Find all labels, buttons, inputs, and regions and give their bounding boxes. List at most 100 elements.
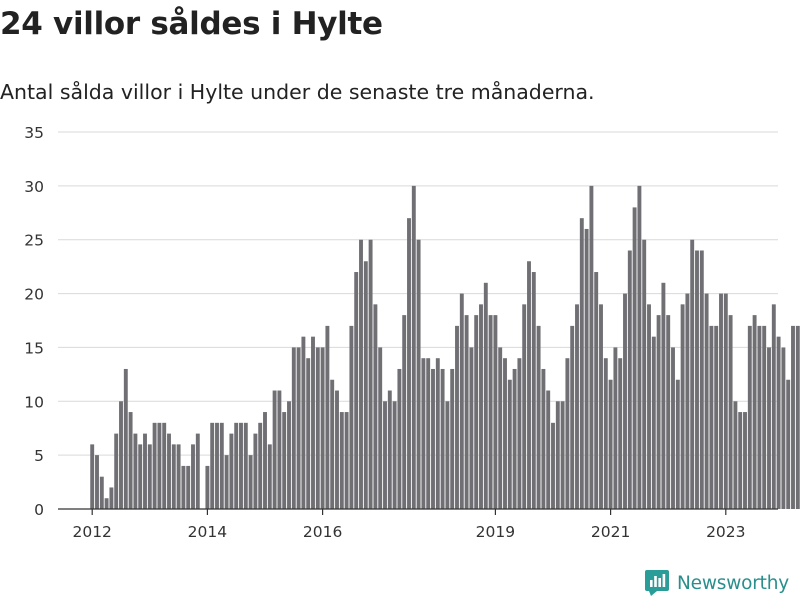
- bar: [383, 401, 387, 509]
- bar: [440, 368, 445, 509]
- bar: [95, 455, 99, 509]
- x-tick-label: 2023: [706, 523, 745, 541]
- bar: [368, 239, 373, 509]
- bar: [147, 444, 152, 509]
- bar: [373, 304, 378, 509]
- bar: [411, 185, 416, 509]
- y-tick-label: 35: [24, 124, 44, 142]
- x-tick-label: 2016: [303, 523, 342, 541]
- bar: [311, 336, 315, 509]
- bar: [733, 401, 738, 509]
- bar: [90, 444, 95, 509]
- bar: [248, 455, 253, 509]
- bar: [464, 315, 469, 509]
- bar: [623, 293, 627, 509]
- bar: [762, 325, 767, 509]
- bar: [527, 261, 531, 509]
- bar: [661, 282, 666, 509]
- bar: [191, 444, 195, 509]
- bar: [143, 433, 147, 509]
- bar: [714, 325, 719, 509]
- bar-chart: 0510152025303520122014201620192021202320…: [24, 124, 800, 541]
- bar: [771, 304, 776, 509]
- bar: [599, 304, 603, 509]
- bar: [243, 422, 248, 509]
- bar: [546, 390, 551, 509]
- bar: [354, 272, 359, 509]
- bar: [781, 347, 786, 509]
- bar: [407, 218, 411, 509]
- bar: [224, 455, 229, 509]
- chart-title: 24 villor såldes i Hylte: [0, 6, 383, 42]
- bar: [210, 422, 215, 509]
- bar: [282, 412, 287, 509]
- bar: [767, 347, 771, 509]
- bar: [757, 325, 762, 509]
- bar: [416, 239, 421, 509]
- y-tick-label: 25: [24, 232, 44, 250]
- bar: [435, 358, 440, 509]
- bar: [555, 401, 560, 509]
- bar: [123, 368, 128, 509]
- bar: [267, 444, 272, 509]
- bar: [171, 444, 176, 509]
- bar: [109, 487, 114, 509]
- bar: [642, 239, 647, 509]
- bar: [426, 358, 431, 509]
- bar: [584, 228, 589, 509]
- bar: [738, 412, 743, 509]
- bar: [99, 476, 104, 509]
- bar: [522, 304, 527, 509]
- bar: [114, 433, 119, 509]
- bar: [709, 325, 714, 509]
- x-tick-label: 2014: [188, 523, 227, 541]
- bar: [627, 250, 632, 509]
- bar: [647, 304, 651, 509]
- bar: [603, 358, 608, 509]
- bar: [301, 336, 306, 509]
- bar: [690, 239, 695, 509]
- bar: [325, 325, 330, 509]
- bar: [656, 315, 661, 509]
- bar: [459, 293, 464, 509]
- bar: [176, 444, 181, 509]
- y-tick-label: 30: [24, 178, 44, 196]
- bar: [512, 368, 517, 509]
- bar: [507, 379, 512, 509]
- bar: [397, 368, 402, 509]
- bar: [719, 293, 723, 509]
- bar: [335, 390, 339, 509]
- bar: [253, 433, 258, 509]
- bar: [503, 358, 507, 509]
- bar: [152, 422, 157, 509]
- bar: [536, 325, 541, 509]
- bar: [392, 401, 397, 509]
- chart-subtitle: Antal sålda villor i Hylte under de sena…: [0, 80, 595, 104]
- bar: [680, 304, 685, 509]
- brand-name: Newsworthy: [677, 572, 789, 594]
- y-tick-label: 0: [34, 501, 44, 519]
- bar: [445, 401, 450, 509]
- bar: [195, 433, 200, 509]
- bar: [498, 347, 503, 509]
- bar: [344, 412, 349, 509]
- y-tick-label: 5: [34, 447, 44, 465]
- bar: [474, 315, 479, 509]
- bar: [747, 325, 752, 509]
- bar: [565, 358, 570, 509]
- y-tick-label: 20: [24, 286, 44, 304]
- bar: [239, 422, 243, 509]
- bar: [517, 358, 522, 509]
- bar: [752, 315, 757, 509]
- bar: [675, 379, 680, 509]
- bar: [349, 325, 354, 509]
- bar: [119, 401, 123, 509]
- bar: [594, 272, 599, 509]
- x-tick-label: 2019: [476, 523, 515, 541]
- bar: [291, 347, 296, 509]
- x-tick-label: 2012: [72, 523, 111, 541]
- bar: [743, 412, 747, 509]
- bar: [551, 422, 555, 509]
- bar: [306, 358, 311, 509]
- bar: [387, 390, 392, 509]
